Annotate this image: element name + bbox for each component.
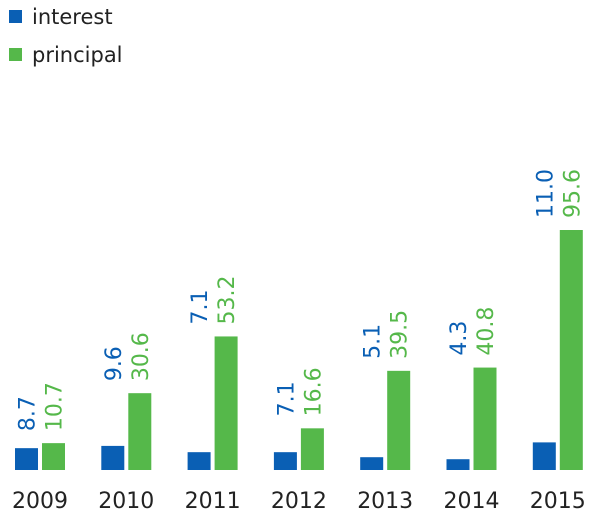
bar [273,452,297,470]
value-label: 7.1 [188,289,213,324]
value-label: 53.2 [215,275,240,324]
bar [387,370,411,470]
value-label: 5.1 [361,324,386,359]
bar [42,443,65,470]
x-tick-label: 2014 [444,489,500,514]
legend-swatch [9,10,22,23]
bar [360,457,384,470]
value-label: 4.3 [447,321,472,356]
bar [214,336,238,470]
bar [128,393,152,470]
legend-label: principal [32,43,123,67]
bar [300,428,324,470]
value-label: 40.8 [474,307,499,356]
value-label: 11.0 [533,169,558,218]
x-tick-label: 2009 [12,489,68,514]
value-label: 30.6 [129,332,154,381]
x-tick-label: 2012 [271,489,327,514]
x-tick-label: 2011 [185,489,241,514]
x-tick-label: 2013 [357,489,413,514]
bar [187,452,211,470]
value-label: 10.7 [43,382,68,431]
x-tick-label: 2015 [530,489,586,514]
bar [101,445,125,470]
value-label: 9.6 [102,346,127,381]
value-label: 95.6 [560,169,585,218]
bar [559,230,583,470]
value-label: 8.7 [16,396,41,431]
bar [473,367,497,470]
value-label: 39.5 [388,310,413,359]
value-label: 16.6 [301,367,326,416]
bar [532,442,556,470]
value-label: 7.1 [274,381,299,416]
legend-label: interest [32,5,113,29]
legend-swatch [9,48,22,61]
bar [15,448,38,470]
bar [446,459,470,470]
x-tick-label: 2010 [98,489,154,514]
